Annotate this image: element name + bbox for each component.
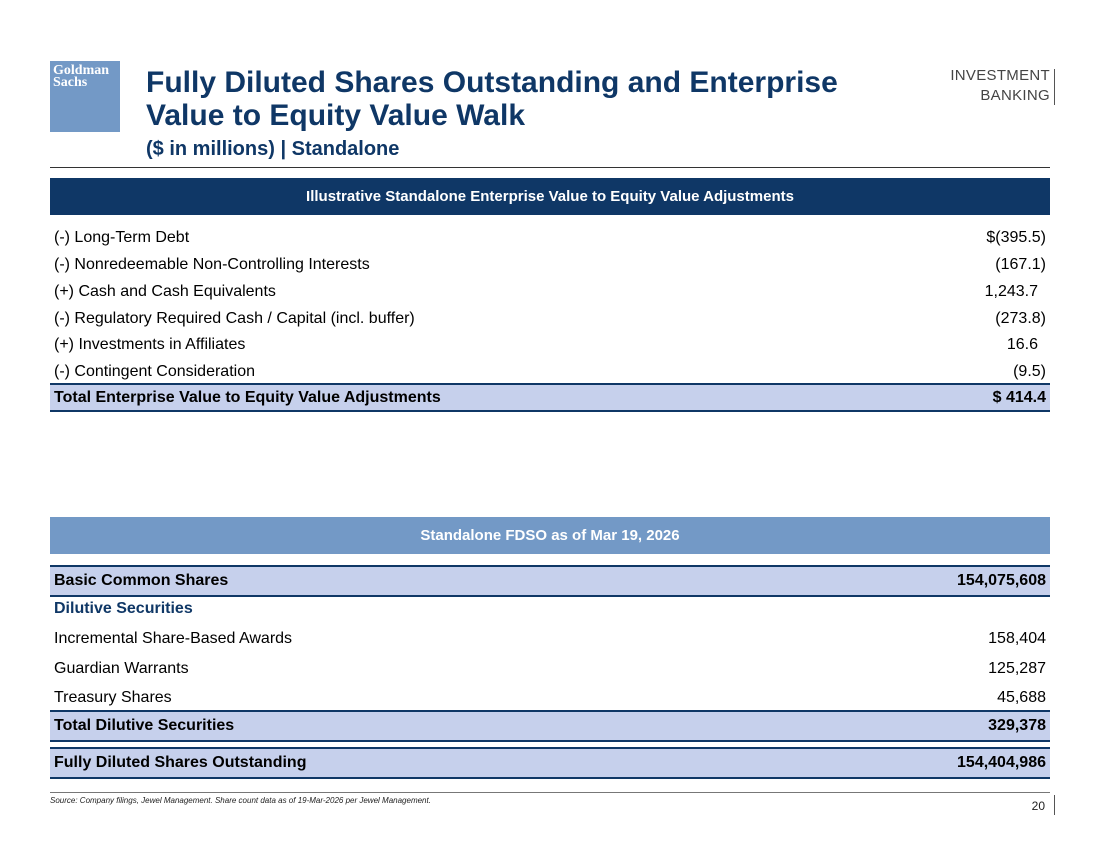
row-value: $(395.5) xyxy=(986,228,1046,246)
fdso-row-share-based-awards: Incremental Share-Based Awards 158,404 xyxy=(50,626,1050,652)
fdso-total-dilutive-row: Total Dilutive Securities 329,378 xyxy=(50,710,1050,742)
row-label: (-) Long-Term Debt xyxy=(54,228,190,246)
row-value: 329,378 xyxy=(988,717,1046,734)
page-number-divider xyxy=(1054,795,1055,815)
ev-table-header: Illustrative Standalone Enterprise Value… xyxy=(50,178,1050,215)
row-value: (167.1) xyxy=(995,255,1046,273)
ev-row-non-controlling-interests: (-) Nonredeemable Non-Controlling Intere… xyxy=(50,252,1050,277)
row-label: (+) Cash and Cash Equivalents xyxy=(54,282,276,300)
row-value: 158,404 xyxy=(988,630,1046,647)
row-label: (-) Contingent Consideration xyxy=(54,362,255,380)
row-label: (-) Nonredeemable Non-Controlling Intere… xyxy=(54,255,370,273)
row-label: Fully Diluted Shares Outstanding xyxy=(54,754,307,771)
title-divider xyxy=(50,167,1050,168)
brand-line-2: BANKING xyxy=(980,87,1050,104)
row-value: $ 414.4 xyxy=(992,388,1046,406)
brand-divider xyxy=(1054,69,1055,105)
ev-total-row: Total Enterprise Value to Equity Value A… xyxy=(50,383,1050,412)
company-logo: Goldman Sachs xyxy=(50,61,120,132)
ev-row-long-term-debt: (-) Long-Term Debt $(395.5) xyxy=(50,225,1050,250)
row-label: Basic Common Shares xyxy=(54,572,229,589)
dilutive-securities-heading: Dilutive Securities xyxy=(54,600,193,617)
row-value: 154,075,608 xyxy=(957,572,1046,589)
logo-line-2: Sachs xyxy=(53,75,88,90)
row-label: Incremental Share-Based Awards xyxy=(54,630,293,647)
fdso-basic-shares-row: Basic Common Shares 154,075,608 xyxy=(50,565,1050,597)
fdso-row-guardian-warrants: Guardian Warrants 125,287 xyxy=(50,656,1050,682)
ev-row-regulatory-cash: (-) Regulatory Required Cash / Capital (… xyxy=(50,306,1050,331)
ev-row-cash: (+) Cash and Cash Equivalents 1,243.7 xyxy=(50,279,1050,304)
row-label: Treasury Shares xyxy=(54,689,172,706)
fdso-fully-diluted-row: Fully Diluted Shares Outstanding 154,404… xyxy=(50,747,1050,779)
row-label: Guardian Warrants xyxy=(54,660,189,677)
footer-divider xyxy=(50,792,1050,793)
logo-line-1: Goldman xyxy=(53,63,110,78)
row-label: Total Enterprise Value to Equity Value A… xyxy=(54,388,441,406)
ev-row-contingent-consideration: (-) Contingent Consideration (9.5) xyxy=(50,359,1050,384)
brand-line-1: INVESTMENT xyxy=(950,67,1050,84)
row-value: 1,243.7 xyxy=(984,282,1038,300)
brand-label: INVESTMENT BANKING xyxy=(950,66,1050,106)
source-note: Source: Company filings, Jewel Managemen… xyxy=(50,796,431,805)
row-label: (+) Investments in Affiliates xyxy=(54,335,246,353)
row-label: (-) Regulatory Required Cash / Capital (… xyxy=(54,309,415,327)
row-value: (273.8) xyxy=(995,309,1046,327)
fdso-row-treasury-shares: Treasury Shares 45,688 xyxy=(50,685,1050,711)
page-subtitle: ($ in millions) | Standalone xyxy=(146,138,400,160)
row-value: 16.6 xyxy=(1006,335,1038,353)
row-value: 154,404,986 xyxy=(957,754,1046,771)
row-value: (9.5) xyxy=(1013,362,1046,380)
page-number: 20 xyxy=(1031,799,1045,813)
fdso-table-header: Standalone FDSO as of Mar 19, 2026 xyxy=(50,517,1050,554)
ev-row-investments-in-affiliates: (+) Investments in Affiliates 16.6 xyxy=(50,332,1050,357)
page-title: Fully Diluted Shares Outstanding and Ent… xyxy=(146,66,838,132)
row-value: 125,287 xyxy=(988,660,1046,677)
row-value: 45,688 xyxy=(997,689,1046,706)
row-label: Total Dilutive Securities xyxy=(54,717,235,734)
